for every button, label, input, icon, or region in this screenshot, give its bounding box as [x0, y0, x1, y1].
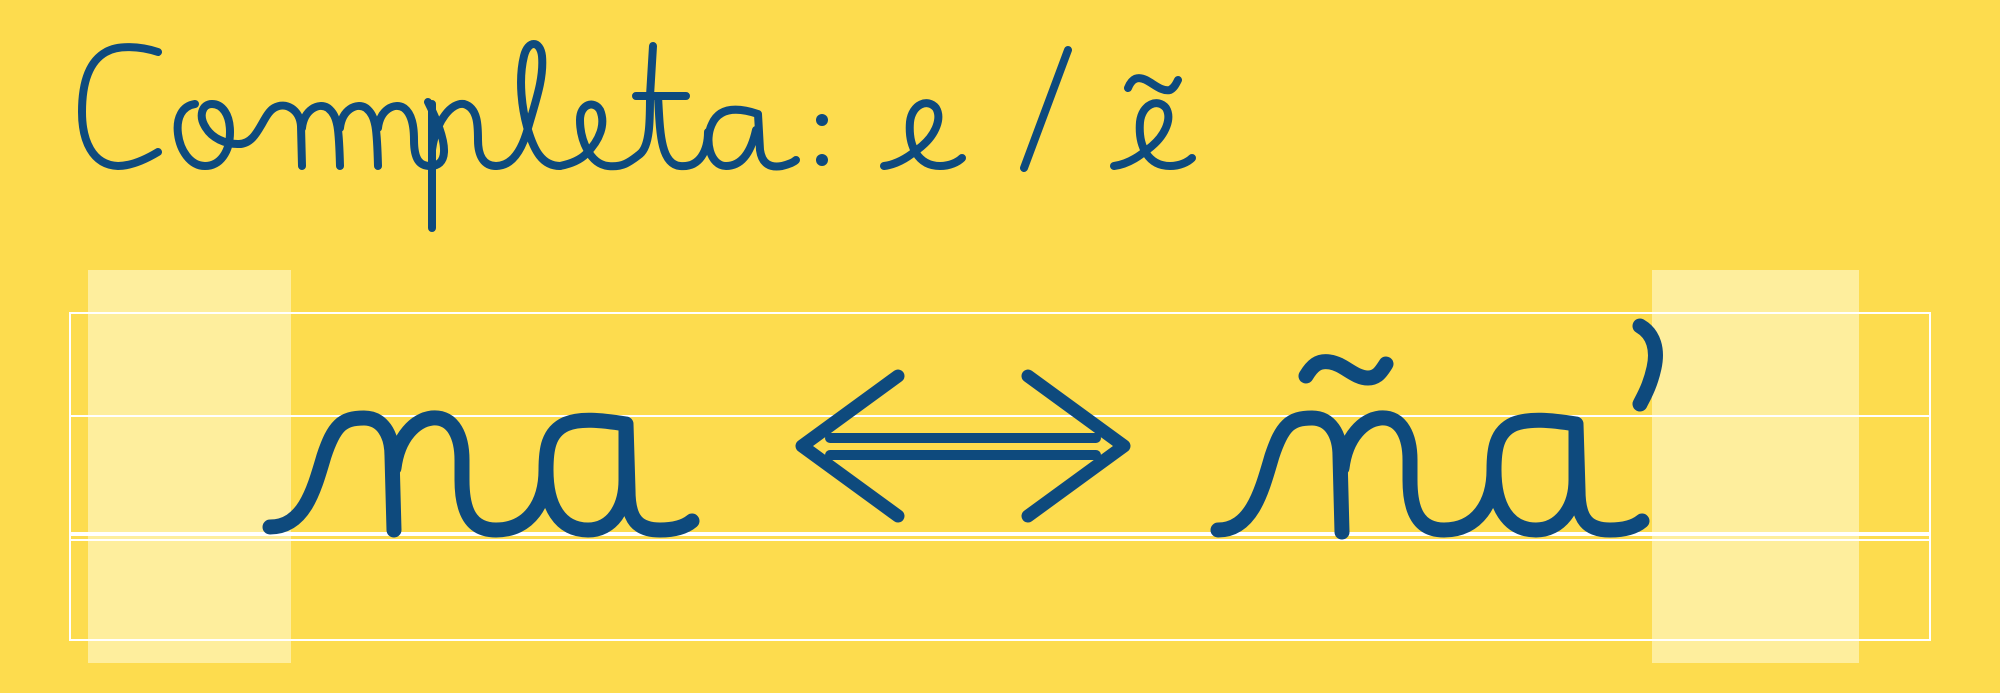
word-nha: ña [1210, 318, 1663, 540]
double-arrow-icon: ⇔ [795, 369, 1131, 523]
left-highlight-panel [88, 270, 291, 663]
word-ma: ma [262, 410, 700, 538]
right-highlight-panel [1652, 270, 1859, 663]
instruction-title [78, 40, 1196, 232]
